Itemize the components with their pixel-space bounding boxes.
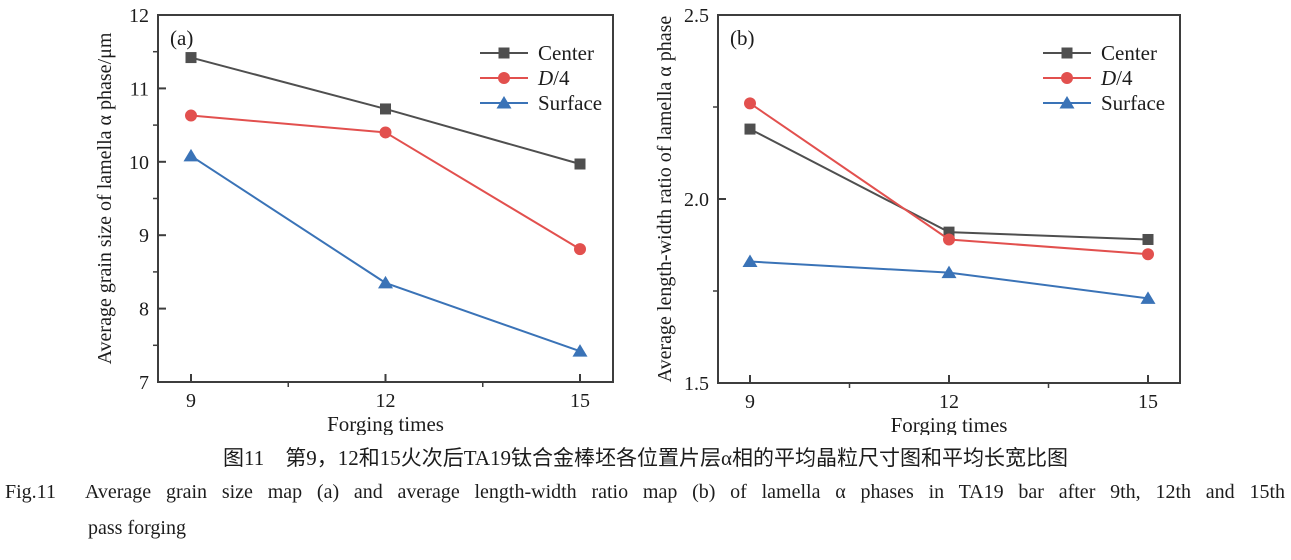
y-tick-label: 10 (129, 152, 149, 174)
chart-panel-a: 7 8 9 10 11 12 9 12 15 Forging times Average grain… (94, 5, 614, 436)
square-marker (943, 226, 955, 238)
triangle-marker (572, 344, 588, 357)
x-axis-title: Forging times (327, 412, 444, 435)
triangle-marker (742, 254, 758, 268)
caption-english: Fig.11 Average grain size map (a) and av… (0, 480, 1291, 541)
circle-marker (185, 109, 197, 122)
caption-english-line1: Fig.11 Average grain size map (a) and av… (5, 480, 1285, 505)
x-tick-label: 9 (186, 390, 196, 412)
y-axis-title: Average length-width ratio of lamella α … (654, 16, 676, 383)
x-axis-title: Forging times (891, 413, 1008, 435)
y-tick-label: 7 (139, 372, 149, 394)
x-tick-label: 15 (570, 390, 590, 412)
y-tick-label: 11 (130, 78, 149, 100)
legend-label-surface: Surface (538, 91, 602, 115)
legend-triangle-marker (496, 96, 512, 109)
caption-chinese: 图11 第9，12和15火次后TA19钛合金棒坯各位置片层α相的平均晶粒尺寸图和… (222, 446, 1069, 470)
series-line-center (749, 128, 1149, 241)
square-marker (380, 103, 391, 115)
square-marker (1142, 233, 1154, 245)
legend-circle-marker (498, 72, 510, 84)
x-tick-label: 12 (939, 391, 959, 413)
triangle-marker (183, 148, 199, 162)
legend-label-center: Center (1101, 41, 1157, 65)
triangle-marker (941, 265, 957, 279)
square-marker (185, 52, 197, 64)
caption-english-line2: pass forging (88, 517, 186, 539)
circle-marker (943, 233, 955, 246)
circle-marker (379, 126, 392, 139)
line-charts-canvas: 7 8 9 10 11 12 9 12 15 Forging times Average grain… (94, 5, 1181, 437)
y-tick-label: 9 (139, 225, 149, 247)
series-line-surface (190, 155, 581, 353)
legend-label-d4: D/4 (537, 66, 570, 90)
square-marker (744, 123, 756, 135)
x-tick-label: 12 (376, 390, 396, 412)
circle-marker (574, 243, 586, 256)
legend-label-d4: D/4 (1100, 66, 1133, 90)
panel-label: (b) (730, 26, 755, 50)
y-tick-label: 2.5 (684, 5, 709, 27)
legend-square-marker (498, 47, 510, 59)
square-marker (574, 158, 586, 170)
y-tick-label: 8 (139, 299, 149, 321)
caption-english-text: Average grain size map (a) and average l… (84, 481, 1285, 503)
x-tick-label: 9 (745, 391, 755, 413)
x-tick-label: 15 (1138, 391, 1158, 413)
y-axis-title: Average grain size of lamella α phase/μm (94, 32, 116, 364)
y-tick-label: 12 (129, 5, 149, 27)
y-tick-label: 1.5 (684, 373, 709, 395)
panel-label: (a) (170, 26, 193, 50)
chart-panel-b: 1.5 2.0 2.5 9 12 15 Forging times Average lengt… (654, 5, 1181, 437)
triangle-marker (1140, 291, 1156, 304)
legend-square-marker (1061, 47, 1073, 59)
legend-triangle-marker (1059, 96, 1075, 109)
figure-number-label: Fig.11 (5, 481, 56, 503)
legend-label-surface: Surface (1101, 91, 1165, 115)
y-tick-label: 2.0 (684, 189, 709, 211)
circle-marker (1142, 248, 1154, 261)
triangle-marker (378, 275, 393, 289)
legend-circle-marker (1061, 72, 1073, 84)
legend-label-center: Center (538, 41, 594, 65)
circle-marker (744, 97, 756, 110)
